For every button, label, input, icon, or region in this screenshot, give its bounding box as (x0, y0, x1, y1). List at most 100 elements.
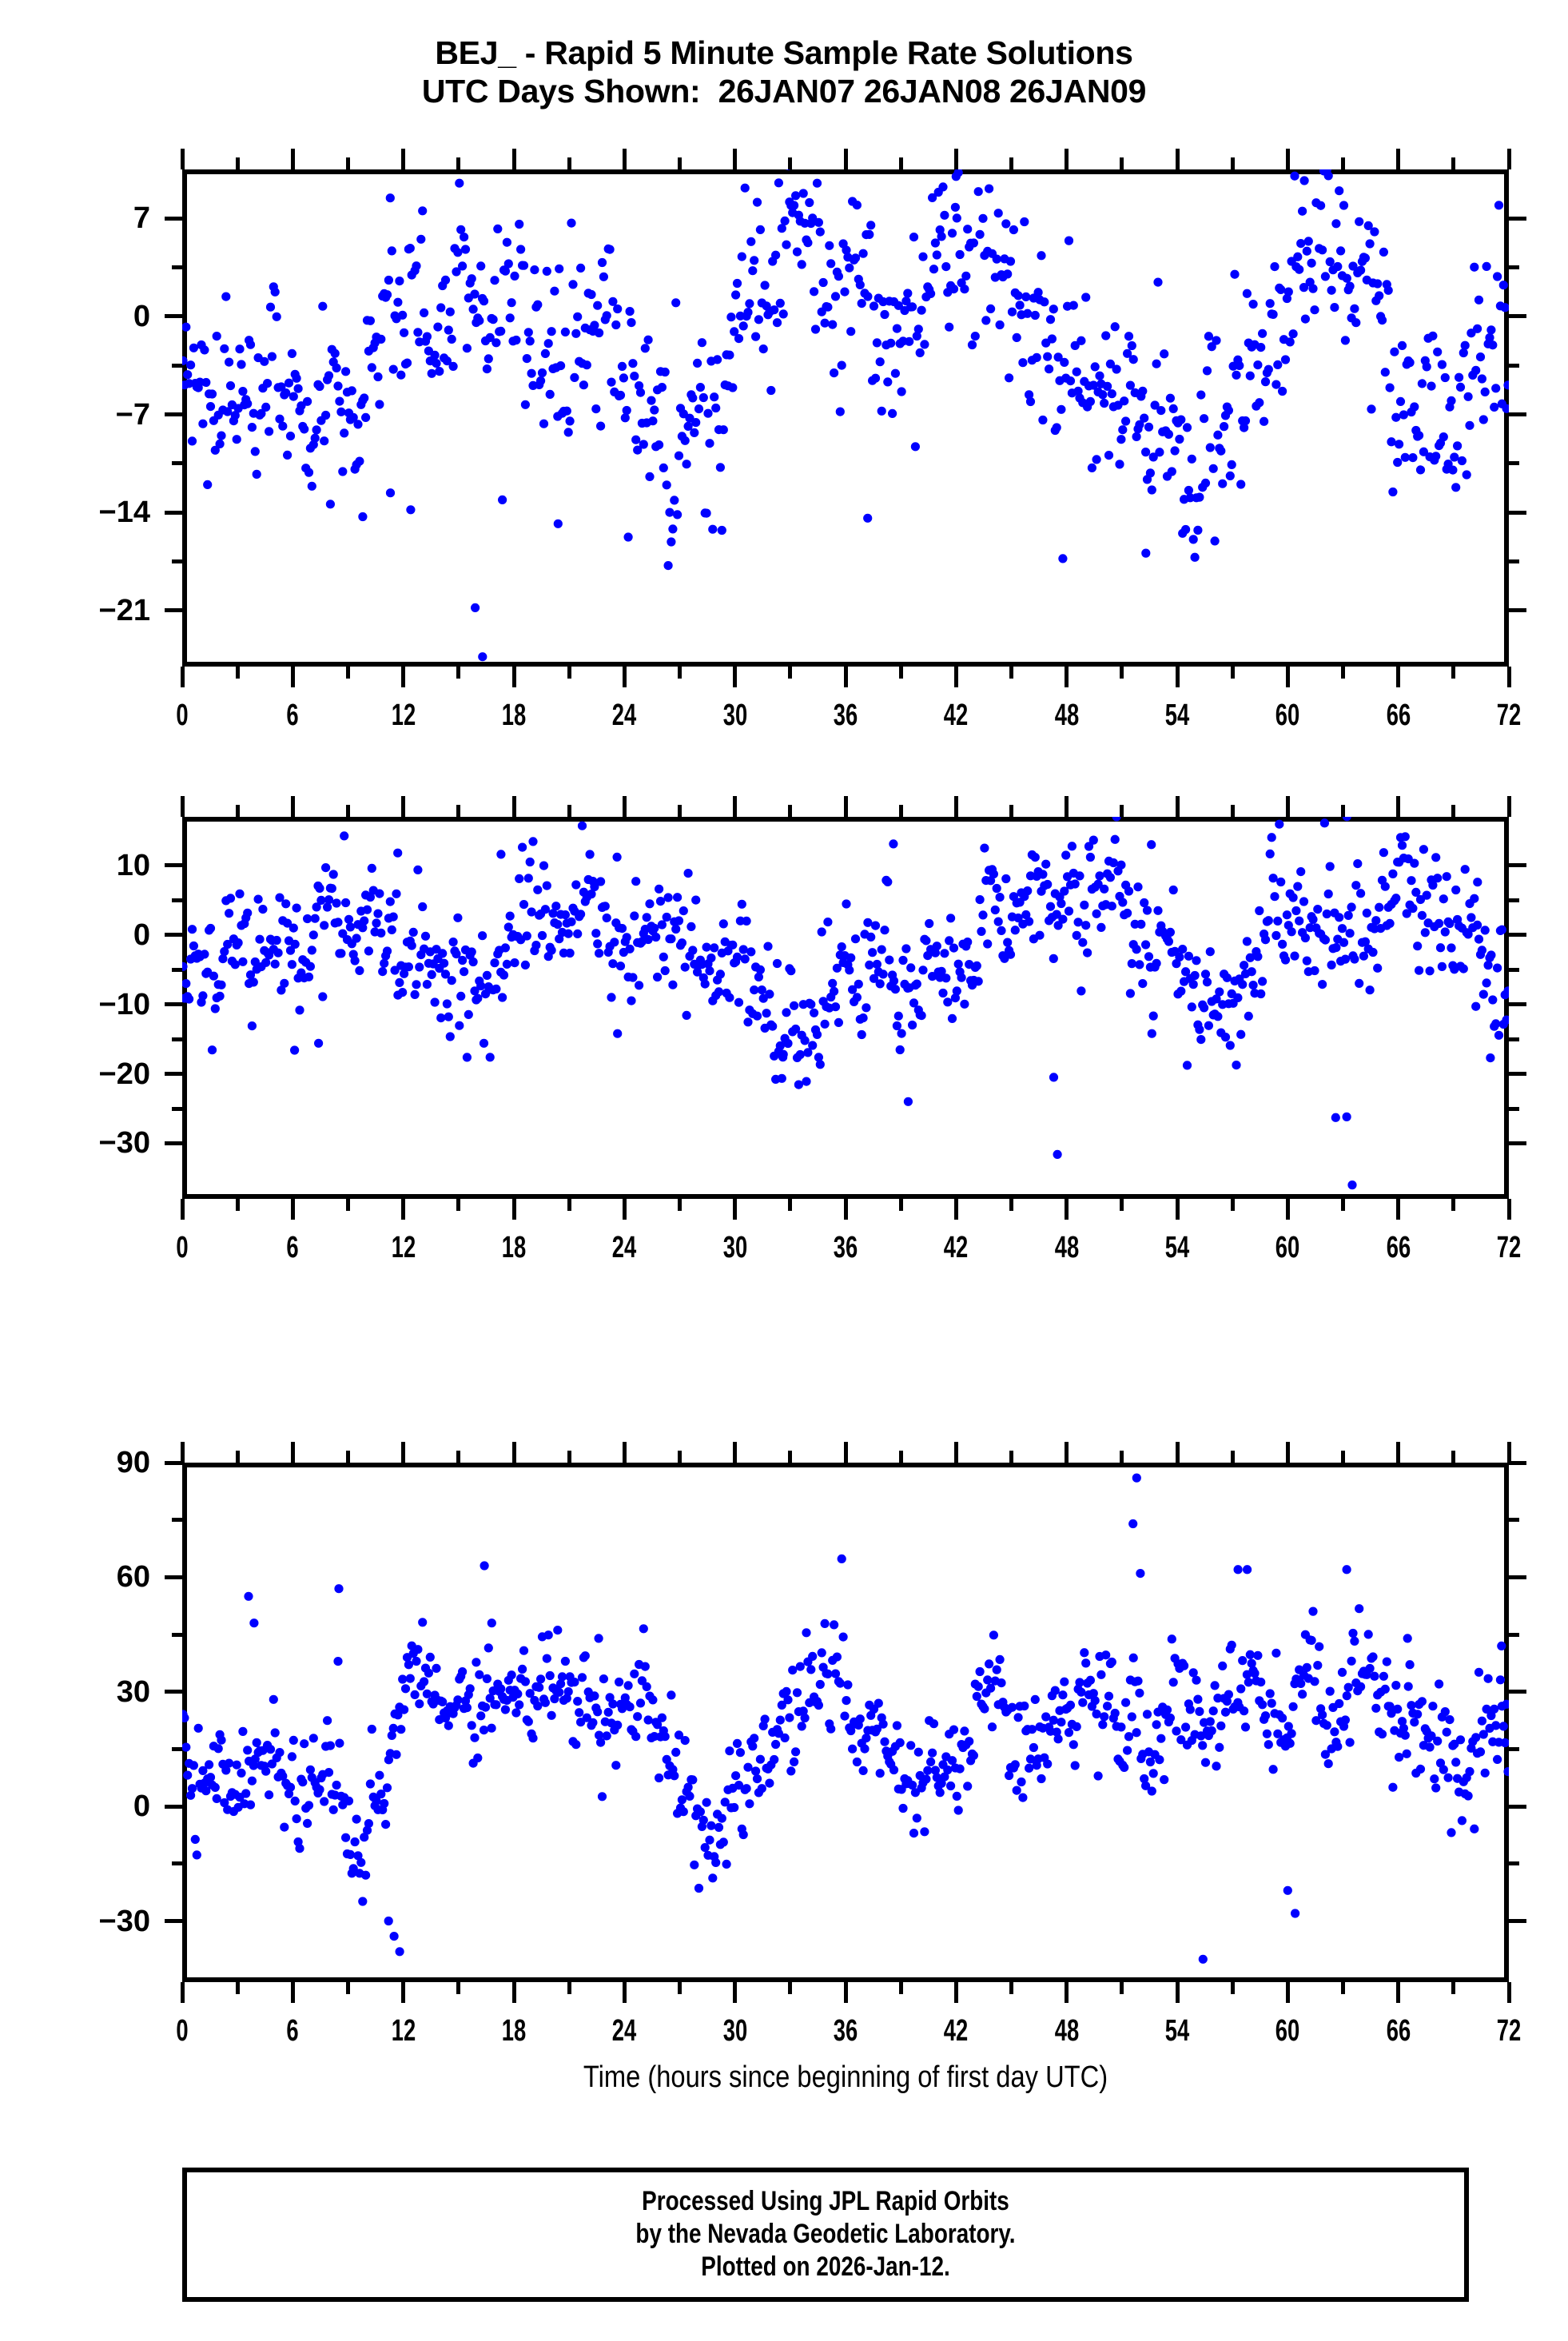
xtick-up-11 (1396, 1982, 1401, 2003)
xtick-top-up-0 (180, 1442, 185, 1463)
ytick-label-north-4: −30 (98, 1126, 150, 1161)
xtick-top-east-4 (622, 149, 627, 169)
xtick-label-east-8: 48 (1054, 699, 1079, 732)
xtick-minor-east-bottom-39 (898, 667, 903, 679)
xtick-top-up-10 (1285, 1442, 1290, 1463)
xtick-label-up-5: 30 (722, 2014, 747, 2048)
xtick-label-up-1: 6 (286, 2014, 299, 2048)
ytick-right-east-1 (1509, 314, 1526, 319)
xtick-label-east-7: 42 (944, 699, 969, 732)
ytick-right-east-0 (1509, 216, 1526, 221)
xtick-top-north-0 (180, 796, 185, 817)
xtick-north-10 (1285, 1199, 1290, 1220)
xtick-north-1 (290, 1199, 295, 1220)
panel-up (182, 1463, 1509, 1982)
xtick-label-east-5: 30 (722, 699, 747, 732)
ytick-east-3 (165, 510, 182, 515)
xtick-minor-east-bottom-9 (346, 667, 350, 679)
xtick-minor-north-top-9 (346, 805, 350, 817)
xtick-label-north-2: 12 (391, 1231, 416, 1264)
xtick-north-3 (511, 1199, 516, 1220)
xtick-label-east-11: 66 (1386, 699, 1411, 732)
xtick-east-2 (401, 667, 406, 687)
xtick-minor-east-top-27 (678, 157, 682, 169)
xtick-minor-north-top-51 (1120, 805, 1124, 817)
figure-title: BEJ_ - Rapid 5 Minute Sample Rate Soluti… (0, 34, 1568, 110)
xtick-label-east-10: 60 (1275, 699, 1300, 732)
xtick-minor-up-bottom-51 (1120, 1982, 1124, 1994)
xtick-label-east-6: 36 (833, 699, 858, 732)
xtick-top-north-2 (401, 796, 406, 817)
xtick-minor-north-top-21 (567, 805, 571, 817)
ytick-label-up-4: −30 (98, 1904, 150, 1938)
ytick-minor-up-0-1 (1509, 1518, 1519, 1523)
xtick-top-north-12 (1506, 796, 1511, 817)
xtick-top-north-3 (511, 796, 516, 817)
xtick-top-east-10 (1285, 149, 1290, 169)
xtick-minor-north-top-15 (456, 805, 461, 817)
xtick-minor-east-top-63 (1341, 157, 1345, 169)
xtick-up-4 (622, 1982, 627, 2003)
xtick-up-3 (511, 1982, 516, 2003)
ytick-east-2 (165, 412, 182, 417)
xtick-minor-east-top-21 (567, 157, 571, 169)
xtick-minor-north-top-69 (1451, 805, 1456, 817)
xtick-label-east-1: 6 (286, 699, 299, 732)
ytick-up-3 (165, 1804, 182, 1809)
xtick-minor-up-top-39 (898, 1451, 903, 1463)
xtick-minor-up-bottom-63 (1341, 1982, 1345, 1994)
ytick-minor-up-2-1 (1509, 1746, 1519, 1751)
xtick-minor-east-bottom-51 (1120, 667, 1124, 679)
ytick-right-north-1 (1509, 933, 1526, 938)
xtick-up-0 (180, 1982, 185, 2003)
xtick-label-up-3: 18 (501, 2014, 527, 2048)
xtick-east-8 (1065, 667, 1069, 687)
ytick-minor-east-1-1 (1509, 363, 1519, 368)
xtick-minor-east-top-51 (1120, 157, 1124, 169)
xtick-minor-east-top-45 (1009, 157, 1013, 169)
xtick-top-up-2 (401, 1442, 406, 1463)
ytick-label-north-0: 10 (116, 848, 150, 882)
xtick-up-10 (1285, 1982, 1290, 2003)
xtick-up-2 (401, 1982, 406, 2003)
ytick-label-north-2: −10 (98, 987, 150, 1021)
xtick-label-east-3: 18 (501, 699, 527, 732)
ytick-up-4 (165, 1919, 182, 1924)
ytick-label-north-1: 0 (133, 918, 150, 952)
xtick-label-up-0: 0 (176, 2014, 189, 2048)
ytick-label-north-3: −20 (98, 1057, 150, 1091)
xtick-minor-east-top-15 (456, 157, 461, 169)
xtick-minor-north-top-3 (235, 805, 240, 817)
ytick-label-east-4: −21 (98, 593, 150, 627)
xtick-label-north-7: 42 (944, 1231, 969, 1264)
ytick-right-up-3 (1509, 1804, 1526, 1809)
xtick-top-up-4 (622, 1442, 627, 1463)
xtick-label-east-2: 12 (391, 699, 416, 732)
xtick-north-12 (1506, 1199, 1511, 1220)
xtick-top-east-0 (180, 149, 185, 169)
footer-line-1: Processed Using JPL Rapid Orbits (642, 2186, 1009, 2216)
ytick-right-north-4 (1509, 1141, 1526, 1145)
xtick-label-up-10: 60 (1275, 2014, 1300, 2048)
xtick-minor-east-bottom-3 (235, 667, 240, 679)
xtick-minor-north-bottom-15 (456, 1199, 461, 1211)
xtick-minor-north-top-63 (1341, 805, 1345, 817)
xtick-top-up-11 (1396, 1442, 1401, 1463)
xtick-minor-up-top-21 (567, 1451, 571, 1463)
xtick-up-1 (290, 1982, 295, 2003)
xtick-minor-north-top-45 (1009, 805, 1013, 817)
xtick-minor-east-top-3 (235, 157, 240, 169)
xtick-minor-east-top-33 (788, 157, 793, 169)
ytick-right-east-4 (1509, 608, 1526, 613)
xtick-east-6 (843, 667, 848, 687)
xtick-minor-up-top-3 (235, 1451, 240, 1463)
xtick-north-9 (1175, 1199, 1180, 1220)
xtick-top-up-12 (1506, 1442, 1511, 1463)
ytick-up-1 (165, 1575, 182, 1579)
xtick-top-east-3 (511, 149, 516, 169)
xtick-label-up-4: 24 (612, 2014, 637, 2048)
xtick-label-up-2: 12 (391, 2014, 416, 2048)
ytick-minor-east-3-1 (1509, 559, 1519, 564)
xtick-east-0 (180, 667, 185, 687)
